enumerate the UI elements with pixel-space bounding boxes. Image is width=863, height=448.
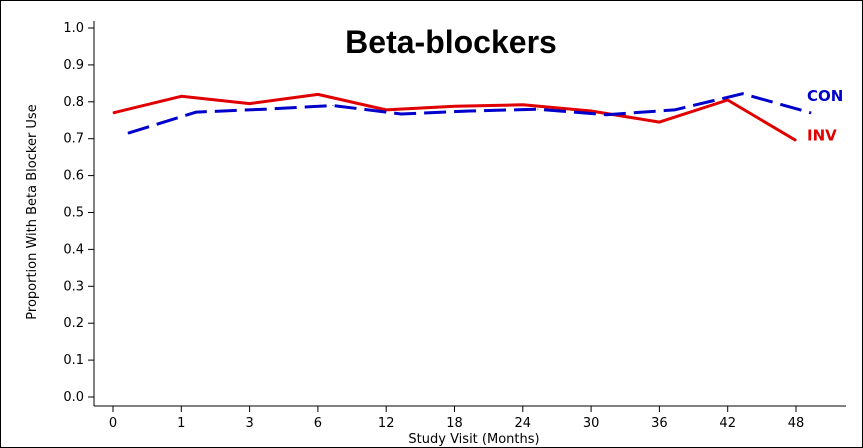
y-tick-label: 0.3 (63, 279, 84, 294)
series-line-con (127, 92, 812, 135)
data-point-con (673, 109, 675, 111)
data-point-con (537, 108, 539, 110)
data-point-con (810, 112, 812, 114)
y-tick-label: 0.6 (63, 169, 84, 184)
data-point-inv (727, 99, 729, 101)
x-tick-label: 42 (719, 416, 736, 431)
y-axis-label: Proportion With Beta Blocker Use (25, 104, 40, 319)
x-tick-label: 36 (651, 416, 668, 431)
y-tick-label: 0.8 (63, 95, 84, 110)
data-point-con (469, 110, 470, 112)
y-tick-label: 0.5 (63, 206, 84, 221)
x-tick-label: 18 (446, 416, 463, 431)
y-tick-label: 0.2 (63, 316, 84, 331)
data-point-con (400, 113, 402, 115)
x-axis-label: Study Visit (Months) (408, 432, 539, 447)
y-tick-label: 0.9 (63, 58, 84, 73)
data-point-con (605, 114, 607, 116)
x-tick-label: 48 (788, 416, 805, 431)
y-tick-label: 0.7 (63, 132, 84, 147)
x-tick-label: 12 (378, 416, 395, 431)
data-point-inv (385, 109, 387, 111)
data-point-inv (590, 110, 592, 112)
data-point-inv (795, 140, 797, 142)
data-point-con (264, 108, 266, 110)
y-tick-label: 0.4 (63, 242, 84, 257)
axes: 0.00.10.20.30.40.50.60.70.80.91.00 1 3 6 12 1… (63, 21, 846, 431)
data-point-con (195, 111, 197, 113)
x-tick-label: 1 (177, 416, 185, 431)
data-point-inv (454, 105, 455, 107)
series-line-inv (112, 92, 797, 142)
x-tick-label: 24 (515, 416, 532, 431)
data-point-inv (317, 93, 319, 95)
data-point-inv (180, 95, 182, 97)
chart-title: Beta-blockers (345, 24, 557, 60)
x-tick-label: 30 (583, 416, 600, 431)
y-tick-label: 1.0 (63, 21, 84, 36)
data-point-inv (658, 121, 660, 123)
x-tick-label: 0 (109, 416, 117, 431)
y-tick-label: 0.1 (63, 353, 84, 368)
data-point-con (127, 132, 129, 134)
series-label-inv: INV (807, 127, 837, 145)
data-point-con (742, 93, 744, 95)
data-point-inv (522, 104, 524, 106)
data-point-con (332, 104, 334, 106)
x-tick-label: 3 (245, 416, 253, 431)
data-point-inv (249, 103, 251, 105)
x-tick-label: 6 (314, 416, 322, 431)
series-layer: INV CON (112, 87, 843, 145)
data-point-inv (112, 112, 114, 114)
y-tick-label: 0.0 (63, 390, 84, 405)
series-label-con: CON (807, 87, 843, 105)
